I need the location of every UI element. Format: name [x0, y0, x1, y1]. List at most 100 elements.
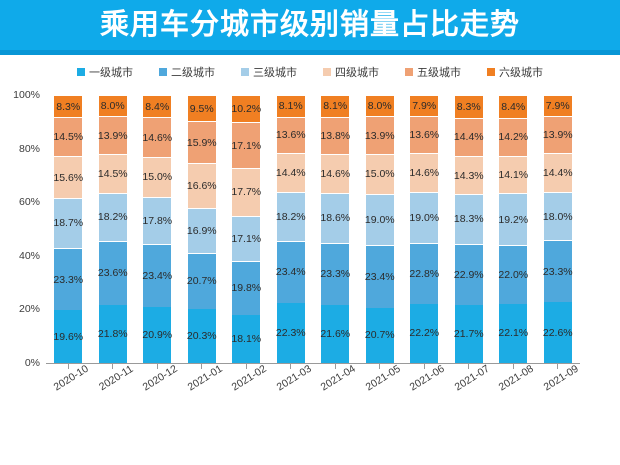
bar-segment[interactable]: 8.4%: [499, 95, 528, 118]
bar-segment[interactable]: 14.4%: [276, 153, 306, 192]
bar-segment[interactable]: 20.3%: [187, 308, 217, 363]
bar-segment[interactable]: 13.9%: [98, 116, 128, 154]
legend-item-5[interactable]: 五级城市: [405, 64, 461, 80]
legend-item-2[interactable]: 二级城市: [159, 64, 215, 80]
bar-segment[interactable]: 14.2%: [498, 117, 528, 156]
bar-segment[interactable]: 17.1%: [231, 122, 261, 169]
bar-segment[interactable]: 23.3%: [542, 240, 573, 303]
legend-item-3[interactable]: 三级城市: [241, 64, 297, 80]
bar-segment[interactable]: 19.2%: [498, 193, 528, 245]
bar-segment[interactable]: 14.4%: [543, 153, 573, 192]
bar-segment[interactable]: 23.6%: [97, 241, 128, 305]
bar-segment[interactable]: 13.6%: [409, 116, 439, 153]
stacked-bar[interactable]: 18.1% 19.8% 17.1% 17.7% 17.1% 10.2%: [231, 95, 262, 363]
bar-segment[interactable]: 17.8%: [142, 196, 172, 245]
bar-segment[interactable]: 18.3%: [454, 194, 484, 244]
legend-item-1[interactable]: 一级城市: [77, 64, 133, 80]
bar-segment[interactable]: 18.7%: [53, 197, 83, 249]
bar-segment[interactable]: 23.4%: [276, 240, 306, 304]
bar-segment[interactable]: 23.4%: [365, 244, 395, 308]
bar-segment[interactable]: 19.0%: [409, 191, 439, 243]
bar-segment[interactable]: 18.1%: [231, 314, 261, 363]
bar-segment[interactable]: 8.3%: [54, 95, 83, 118]
bar-segment[interactable]: 19.0%: [365, 193, 395, 245]
bar-segment[interactable]: 18.6%: [320, 192, 350, 243]
bar-segment[interactable]: 8.1%: [276, 95, 305, 117]
x-axis-label-slot: 2021-01: [180, 363, 224, 431]
bar-segment[interactable]: 14.4%: [454, 117, 484, 157]
bar-segment[interactable]: 8.0%: [365, 95, 394, 117]
bar-segment[interactable]: 20.7%: [365, 307, 395, 363]
bar-segment[interactable]: 8.1%: [321, 95, 350, 117]
legend-item-6[interactable]: 六级城市: [487, 64, 543, 80]
bar-segment[interactable]: 18.2%: [98, 192, 128, 242]
bar-segment[interactable]: 21.8%: [98, 304, 128, 363]
bar-segment[interactable]: 8.4%: [143, 94, 172, 118]
bar-segment[interactable]: 18.0%: [543, 191, 573, 241]
stacked-bar[interactable]: 21.7% 22.9% 18.3% 14.3% 14.4% 8.3%: [454, 95, 484, 363]
bar-segment[interactable]: 13.8%: [320, 116, 350, 154]
bar-segment[interactable]: 22.0%: [498, 244, 528, 304]
bar-segment[interactable]: 13.9%: [543, 116, 573, 154]
stacked-bar[interactable]: 22.3% 23.4% 18.2% 14.4% 13.6% 8.1%: [276, 95, 306, 363]
bar-segment[interactable]: 8.3%: [454, 95, 483, 118]
bar-segment[interactable]: 13.6%: [276, 116, 306, 154]
bar-segment[interactable]: 22.6%: [543, 302, 573, 363]
bar-segment[interactable]: 20.7%: [186, 253, 217, 309]
bar-segment[interactable]: 16.9%: [187, 207, 217, 254]
bar-segment-label: 10.2%: [231, 103, 262, 116]
bar-segment[interactable]: 15.0%: [365, 153, 395, 194]
bar-segment[interactable]: 7.9%: [543, 95, 572, 117]
bar-segment[interactable]: 22.1%: [498, 303, 528, 363]
bar-segment[interactable]: 14.1%: [498, 155, 528, 194]
bar-segment[interactable]: 22.9%: [454, 243, 484, 305]
bar-segment[interactable]: 19.6%: [53, 310, 83, 363]
bar-segment[interactable]: 15.0%: [142, 156, 172, 197]
stacked-bar[interactable]: 22.2% 22.8% 19.0% 14.6% 13.6% 7.9%: [409, 95, 439, 363]
bar-segment[interactable]: 18.2%: [276, 191, 306, 241]
bar-segment[interactable]: 8.0%: [98, 95, 127, 117]
bar-segment-label: 23.6%: [97, 267, 128, 280]
bar-segment[interactable]: 23.3%: [320, 242, 350, 306]
stacked-bar[interactable]: 21.6% 23.3% 18.6% 14.6% 13.8% 8.1%: [320, 95, 351, 363]
stacked-bar[interactable]: 21.8% 23.6% 18.2% 14.5% 13.9% 8.0%: [97, 95, 128, 363]
bar-segment[interactable]: 14.5%: [53, 117, 83, 157]
legend-item-4[interactable]: 四级城市: [323, 64, 379, 80]
bar-segment[interactable]: 16.6%: [187, 163, 217, 208]
bar-segment[interactable]: 23.4%: [142, 244, 172, 308]
bar-segment[interactable]: 14.6%: [142, 117, 172, 157]
bar-segment[interactable]: 22.8%: [409, 242, 439, 304]
x-axis-label-slot: 2021-07: [447, 363, 491, 431]
bar-segment[interactable]: 20.9%: [142, 307, 172, 363]
bar-segment[interactable]: 21.7%: [454, 304, 484, 363]
stacked-bar[interactable]: 20.3% 20.7% 16.9% 16.6% 15.9% 9.5%: [186, 95, 217, 363]
stacked-bar[interactable]: 22.6% 23.3% 18.0% 14.4% 13.9% 7.9%: [542, 95, 573, 363]
bar-segment[interactable]: 17.7%: [231, 168, 261, 216]
bar-segment[interactable]: 7.9%: [410, 95, 439, 117]
bar-segment[interactable]: 9.5%: [187, 95, 216, 121]
bar-segment[interactable]: 14.6%: [320, 153, 351, 193]
bar-segment[interactable]: 21.6%: [320, 305, 350, 363]
bar-segment[interactable]: 15.9%: [187, 120, 217, 164]
bar-slot: 19.6% 23.3% 18.7% 15.6% 14.5% 8.3%: [46, 95, 91, 363]
bar-segment[interactable]: 10.2%: [231, 95, 262, 123]
bar-segment[interactable]: 23.3%: [53, 248, 84, 311]
stacked-bar[interactable]: 20.7% 23.4% 19.0% 15.0% 13.9% 8.0%: [365, 95, 395, 363]
bar-segment-label: 14.6%: [320, 167, 351, 180]
stacked-bar[interactable]: 22.1% 22.0% 19.2% 14.1% 14.2% 8.4%: [498, 95, 528, 363]
y-axis-tick-label: 100%: [13, 89, 40, 101]
bar-segment-label: 23.3%: [53, 273, 84, 286]
bar-segment[interactable]: 15.6%: [53, 156, 83, 198]
stacked-bar[interactable]: 20.9% 23.4% 17.8% 15.0% 14.6% 8.4%: [142, 94, 172, 363]
bar-segment-label: 20.7%: [186, 275, 217, 288]
bar-segment[interactable]: 14.3%: [454, 156, 484, 195]
bar-segment[interactable]: 13.9%: [365, 116, 395, 154]
bar-segment[interactable]: 19.8%: [231, 261, 261, 315]
bar-segment[interactable]: 22.3%: [276, 303, 306, 363]
bar-segment[interactable]: 14.6%: [409, 152, 439, 192]
bar-segment[interactable]: 14.5%: [98, 153, 128, 193]
stacked-bar[interactable]: 19.6% 23.3% 18.7% 15.6% 14.5% 8.3%: [53, 95, 84, 363]
bar-segment[interactable]: 22.2%: [409, 303, 439, 363]
bar-segment-label: 23.3%: [542, 265, 573, 278]
bar-segment[interactable]: 17.1%: [231, 215, 261, 262]
